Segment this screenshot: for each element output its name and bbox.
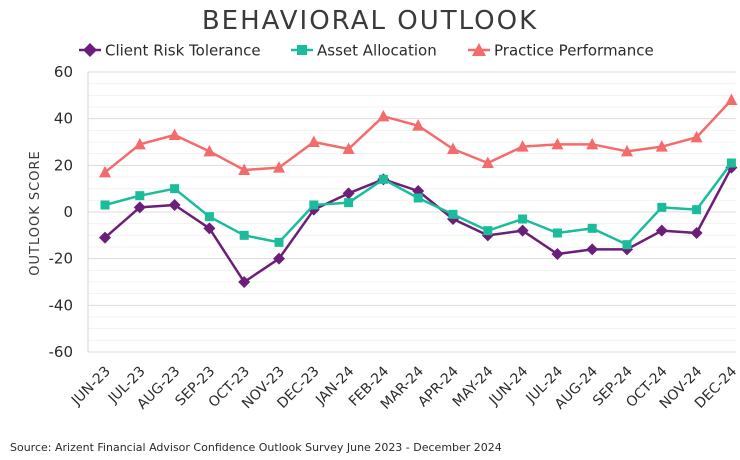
data-point-asset-allocation — [692, 205, 702, 215]
legend-marker-practice-performance — [472, 43, 486, 56]
y-tick-label: 40 — [54, 110, 73, 128]
data-point-asset-allocation — [413, 193, 423, 203]
data-point-asset-allocation — [622, 240, 632, 250]
data-point-practice-performance — [203, 144, 216, 157]
y-tick-label: 20 — [54, 156, 73, 174]
data-point-practice-performance — [99, 165, 111, 178]
legend-label-client-risk-tolerance: Client Risk Tolerance — [105, 42, 261, 60]
x-tick-label: JUN-24 — [486, 363, 532, 409]
data-point-practice-performance — [447, 142, 459, 154]
series-line-client-risk-tolerance — [104, 167, 733, 284]
data-point-practice-performance — [655, 140, 668, 152]
data-point-asset-allocation — [518, 214, 528, 224]
series-group — [99, 93, 738, 288]
data-point-client-risk-tolerance — [99, 231, 111, 244]
data-point-practice-performance — [168, 128, 181, 140]
data-point-asset-allocation — [552, 228, 562, 238]
y-tick-label: 0 — [63, 203, 73, 221]
y-axis-ticks: 60 40 20 0 -20 -40 -60 — [49, 63, 74, 361]
data-point-practice-performance — [238, 163, 251, 175]
legend-item-practice-performance: Practice Performance — [468, 42, 654, 60]
data-point-asset-allocation — [448, 209, 458, 219]
data-point-practice-performance — [551, 137, 564, 150]
data-point-asset-allocation — [726, 158, 736, 168]
data-point-asset-allocation — [170, 184, 180, 194]
data-point-practice-performance — [412, 119, 425, 131]
data-point-asset-allocation — [135, 191, 145, 201]
data-point-asset-allocation — [483, 226, 493, 236]
data-point-practice-performance — [307, 135, 320, 147]
legend-item-client-risk-tolerance: Client Risk Tolerance — [79, 42, 261, 60]
data-point-asset-allocation — [344, 198, 354, 208]
x-axis-ticks: JUN-23JUL-23AUG-23SEP-23OCT-23NOV-23DEC-… — [68, 363, 740, 412]
y-tick-label: -20 — [49, 250, 74, 268]
data-point-practice-performance — [342, 142, 355, 154]
data-point-client-risk-tolerance — [655, 224, 668, 237]
data-point-client-risk-tolerance — [168, 199, 181, 211]
chart-title: BEHAVIORAL OUTLOOK — [202, 6, 538, 36]
legend-marker-client-risk-tolerance — [83, 43, 97, 57]
data-point-practice-performance — [273, 161, 285, 173]
data-point-practice-performance — [725, 93, 738, 105]
data-point-asset-allocation — [657, 202, 667, 212]
y-tick-label: 60 — [54, 63, 73, 81]
data-point-practice-performance — [481, 156, 494, 168]
series-line-asset-allocation — [104, 162, 733, 246]
source-note: Source: Arizent Financial Advisor Confid… — [10, 441, 502, 454]
legend: Client Risk Tolerance Asset Allocation P… — [79, 42, 654, 60]
data-point-asset-allocation — [378, 174, 388, 184]
legend-label-asset-allocation: Asset Allocation — [317, 42, 437, 60]
data-point-asset-allocation — [100, 200, 110, 210]
series-line-practice-performance — [104, 99, 733, 174]
data-point-asset-allocation — [309, 200, 319, 210]
x-tick-label: JUN-23 — [68, 364, 114, 410]
legend-marker-asset-allocation — [297, 45, 307, 55]
data-point-asset-allocation — [274, 237, 284, 247]
data-point-client-risk-tolerance — [342, 187, 355, 200]
grid — [87, 71, 736, 353]
data-point-asset-allocation — [204, 212, 214, 222]
data-point-practice-performance — [377, 109, 390, 122]
y-tick-label: -60 — [49, 343, 74, 361]
data-point-client-risk-tolerance — [203, 222, 216, 235]
y-axis-label: OUTLOOK SCORE — [28, 150, 43, 275]
data-point-practice-performance — [516, 140, 529, 152]
data-point-client-risk-tolerance — [238, 276, 251, 288]
series-asset-allocation — [100, 158, 736, 250]
data-point-client-risk-tolerance — [586, 243, 599, 256]
data-point-practice-performance — [621, 144, 633, 157]
data-point-client-risk-tolerance — [133, 201, 146, 214]
data-point-asset-allocation — [587, 223, 597, 233]
data-point-practice-performance — [690, 130, 703, 143]
data-point-practice-performance — [133, 137, 146, 150]
data-point-asset-allocation — [239, 230, 249, 240]
data-point-client-risk-tolerance — [516, 224, 529, 237]
legend-item-asset-allocation: Asset Allocation — [291, 42, 437, 60]
legend-label-practice-performance: Practice Performance — [494, 42, 654, 60]
data-point-client-risk-tolerance — [551, 248, 564, 260]
y-tick-label: -40 — [49, 296, 74, 314]
series-practice-performance — [99, 93, 738, 178]
data-point-client-risk-tolerance — [690, 227, 703, 239]
data-point-client-risk-tolerance — [273, 252, 285, 265]
data-point-practice-performance — [586, 137, 599, 150]
series-client-risk-tolerance — [99, 161, 738, 288]
